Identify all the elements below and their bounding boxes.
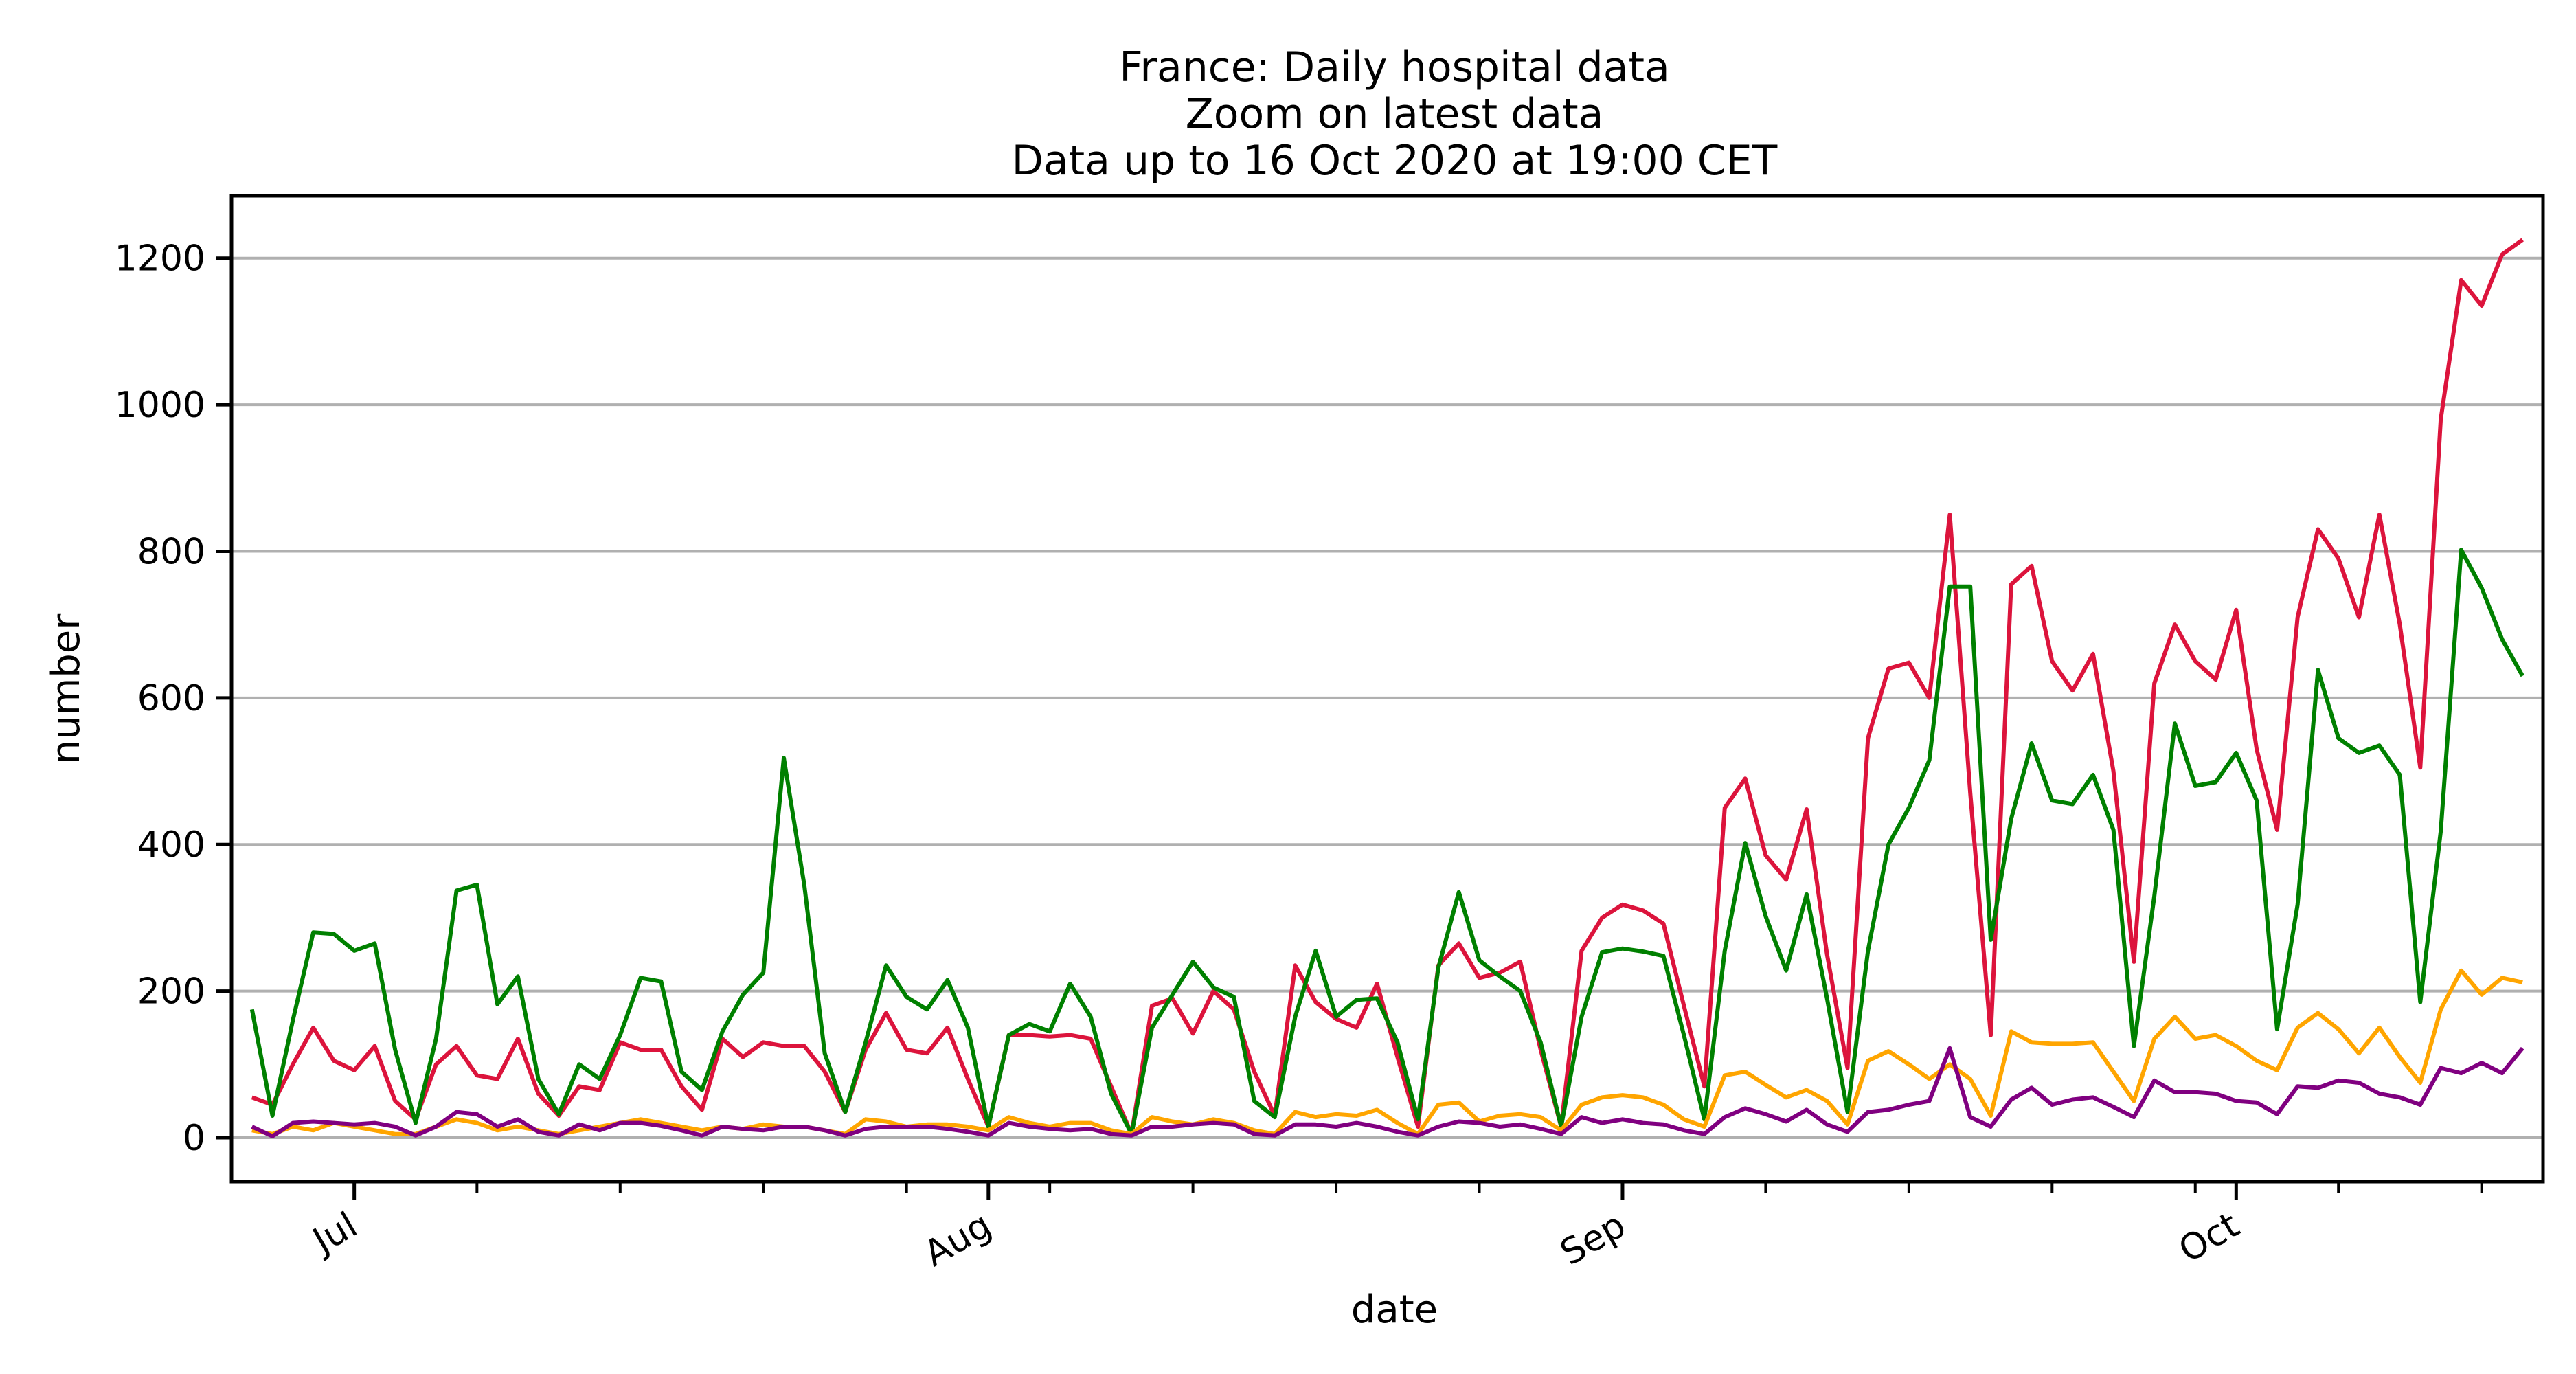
y-tick-label-800: 800 <box>137 531 205 572</box>
gridlines <box>231 256 2543 1139</box>
y-tick-label-1200: 1200 <box>115 238 205 280</box>
series-line-1 <box>249 548 2524 1136</box>
y-tick-label-400: 400 <box>137 824 205 866</box>
y-axis: 0 200 400 600 800 1000 1200 <box>115 238 231 1159</box>
plot-frame <box>229 194 2545 1184</box>
chart-title-line-3: Data up to 16 Oct 2020 at 19:00 CET <box>1012 137 1778 185</box>
y-tick-label-1000: 1000 <box>115 385 205 426</box>
y-tick-label-0: 0 <box>183 1118 205 1159</box>
chart-title-line-2: Zoom on latest data <box>1186 90 1604 138</box>
x-axis-label: date <box>1351 1287 1438 1332</box>
y-tick-label-600: 600 <box>137 678 205 719</box>
chart-title-line-1: France: Daily hospital data <box>1119 43 1670 91</box>
chart-title: France: Daily hospital data Zoom on late… <box>1012 43 1778 185</box>
y-axis-label: number <box>44 613 89 765</box>
series-lines <box>249 238 2524 1138</box>
series-line-3 <box>251 1046 2524 1138</box>
y-tick-label-200: 200 <box>137 971 205 1013</box>
